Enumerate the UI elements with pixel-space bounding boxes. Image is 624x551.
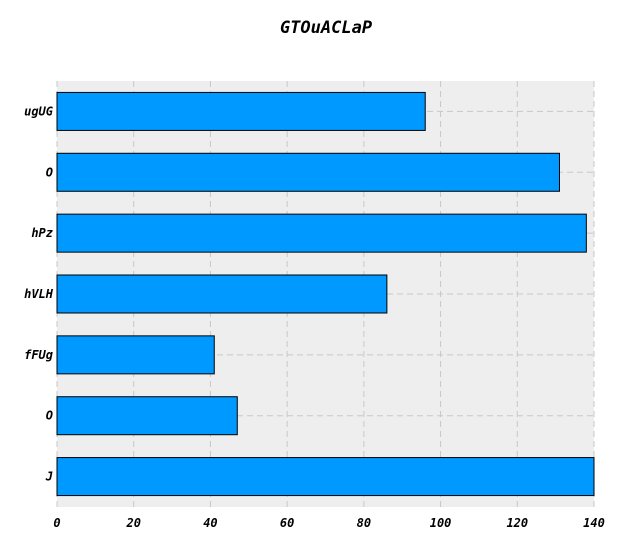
x-tick-label: 120 [506, 516, 528, 530]
y-tick-label: fFUg [24, 348, 53, 362]
bar [56, 335, 215, 375]
x-tick-label: 140 [583, 516, 605, 530]
y-tick-label: O [46, 165, 53, 179]
y-tick-label: ugUG [24, 104, 53, 118]
x-tick-label: 100 [430, 516, 452, 530]
y-tick-label: hVLH [24, 287, 54, 301]
y-tick-label: O [46, 409, 53, 423]
bar [56, 396, 238, 436]
bar [56, 152, 560, 192]
x-tick-label: 60 [280, 516, 294, 530]
y-tick-label: J [45, 470, 53, 484]
y-tick-label: hPz [31, 226, 53, 240]
bar [56, 457, 595, 497]
bar [56, 274, 388, 314]
x-tick-label: 0 [53, 516, 60, 530]
x-tick-label: 80 [357, 516, 371, 530]
chart-title: GTOuACLaP [280, 18, 373, 38]
bar [56, 213, 587, 253]
x-tick-label: 20 [125, 516, 140, 530]
bar [56, 91, 426, 131]
bar-layer [56, 91, 595, 497]
x-tick-labels: 0 20 40 60 80 100 120 140 [53, 516, 604, 530]
x-tick-label: 40 [203, 516, 217, 530]
